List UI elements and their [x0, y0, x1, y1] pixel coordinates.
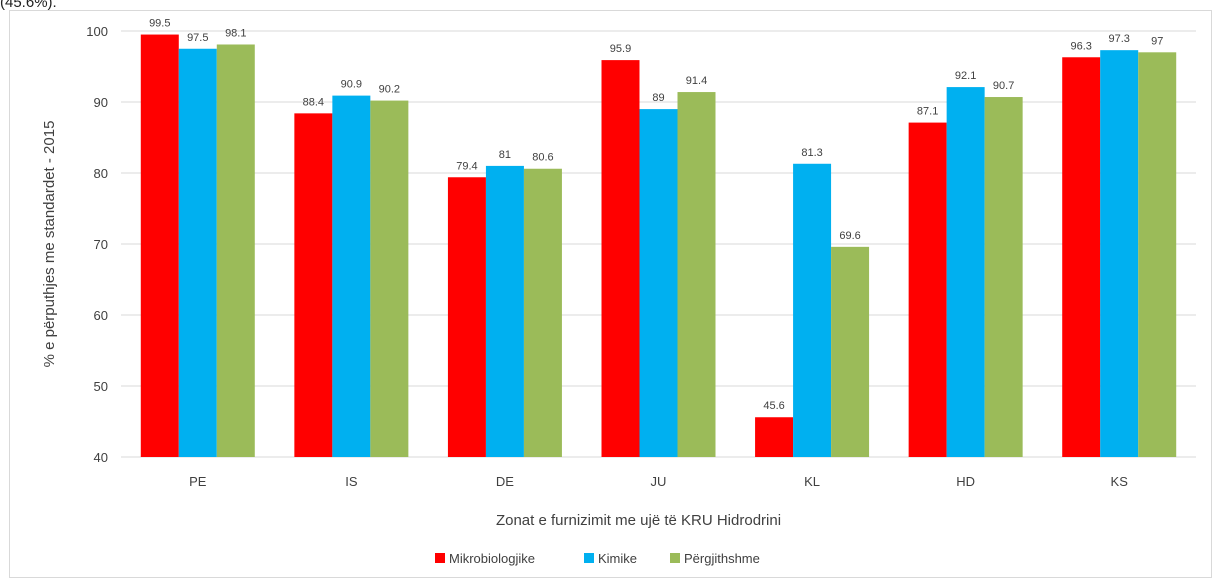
legend-swatch [584, 553, 594, 563]
data-label: 87.1 [917, 106, 938, 118]
data-label: 99.5 [149, 18, 170, 30]
legend: Mikrobiologjike Kimike Përgjithshme [435, 551, 760, 566]
x-axis-title: Zonat e furnizimit me ujë të KRU Hidrodr… [496, 512, 781, 529]
x-tick-label: PE [189, 474, 207, 489]
data-label: 89 [652, 92, 664, 104]
bar-JU-2 [677, 92, 716, 457]
y-tick-label: 90 [94, 95, 108, 110]
x-tick-label: DE [496, 474, 514, 489]
data-label: 97 [1151, 35, 1163, 47]
axis-ticks: 40 50 60 70 80 90 100 PE IS DE JU KL HD KS [86, 24, 1128, 489]
bar-KL-2 [831, 246, 870, 457]
data-label: 91.4 [686, 75, 707, 87]
bar-PE-1 [178, 48, 217, 457]
y-tick-label: 40 [94, 450, 108, 465]
y-tick-label: 70 [94, 237, 108, 252]
data-label: 92.1 [955, 70, 976, 82]
data-label: 79.4 [456, 160, 477, 172]
x-tick-label: KL [804, 474, 820, 489]
bar-HD-0 [908, 122, 947, 457]
data-label: 81.3 [801, 147, 822, 159]
y-tick-label: 50 [94, 379, 108, 394]
data-label: 97.3 [1109, 33, 1130, 45]
data-labels: 99.5 97.5 98.1 88.4 90.9 90.2 79.4 81 80.6 95.9 89… [149, 18, 1163, 413]
bar-JU-0 [601, 60, 640, 458]
bar-KL-1 [793, 163, 832, 457]
legend-swatch [435, 553, 445, 563]
bar-IS-2 [370, 100, 409, 457]
bar-IS-0 [294, 113, 333, 458]
data-label: 90.9 [341, 79, 362, 91]
legend-label: Përgjithshme [684, 551, 760, 566]
bar-KS-0 [1062, 57, 1101, 458]
data-label: 88.4 [303, 96, 324, 108]
bars [140, 34, 1177, 458]
data-label: 45.6 [763, 400, 784, 412]
y-tick-label: 100 [86, 24, 108, 39]
bar-DE-0 [447, 177, 486, 457]
bar-JU-1 [639, 109, 678, 457]
data-label: 96.3 [1071, 40, 1092, 52]
data-label: 80.6 [532, 152, 553, 164]
data-label: 90.7 [993, 80, 1014, 92]
data-label: 98.1 [225, 27, 246, 39]
bar-PE-0 [140, 34, 179, 458]
x-tick-label: HD [956, 474, 975, 489]
chart-area [9, 10, 1212, 578]
bar-KS-1 [1100, 50, 1139, 458]
x-tick-label: JU [651, 474, 667, 489]
bar-KS-2 [1138, 52, 1177, 458]
data-label: 81 [499, 149, 511, 161]
legend-label: Mikrobiologjike [449, 551, 535, 566]
legend-label: Kimike [598, 551, 637, 566]
bar-IS-1 [332, 95, 371, 458]
bar-KL-0 [755, 417, 794, 457]
bar-PE-2 [216, 44, 255, 458]
data-label: 95.9 [610, 43, 631, 55]
x-tick-label: KS [1111, 474, 1129, 489]
data-label: 90.2 [379, 84, 400, 96]
data-label: 69.6 [839, 230, 860, 242]
bar-HD-1 [946, 87, 985, 457]
bar-DE-1 [485, 165, 524, 457]
data-label: 97.5 [187, 32, 208, 44]
y-tick-label: 60 [94, 308, 108, 323]
y-axis-title: % e përputhjes me standardet - 2015 [41, 121, 58, 368]
y-tick-label: 80 [94, 166, 108, 181]
x-tick-label: IS [345, 474, 358, 489]
bar-DE-2 [523, 168, 562, 458]
bar-HD-2 [984, 97, 1023, 457]
legend-swatch [670, 553, 680, 563]
caption-fragment: (45.6%). [0, 0, 57, 11]
